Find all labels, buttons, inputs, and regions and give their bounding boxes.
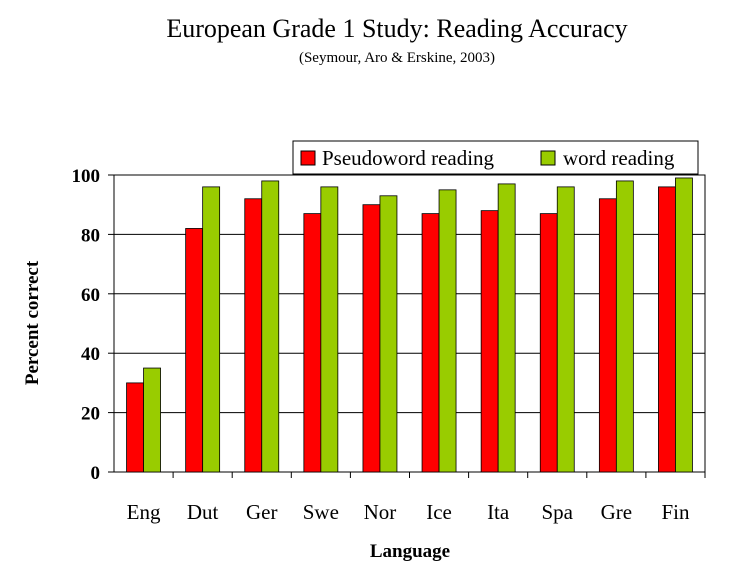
x-category-label: Ita <box>487 500 510 524</box>
bar-word-gre <box>615 180 634 473</box>
x-axis-categories: Eng Dut Ger Swe Nor Ice Ita Spa Gre Fin <box>127 472 706 524</box>
y-tick-label: 60 <box>81 285 100 306</box>
x-category-label: Fin <box>661 500 690 524</box>
x-category-label: Nor <box>364 500 397 524</box>
legend-label-pseudoword: Pseudoword reading <box>322 146 495 170</box>
bar-pseudoword-fin <box>658 186 676 473</box>
legend-label-word: word reading <box>563 146 675 170</box>
bar-word-ita <box>497 183 516 473</box>
bar-word-nor <box>379 195 398 473</box>
y-tick-label: 80 <box>81 225 100 246</box>
y-tick-label: 100 <box>72 166 101 187</box>
bar-word-spa <box>556 186 575 473</box>
legend-swatch-pseudoword <box>300 150 316 166</box>
bar-word-eng <box>143 367 161 473</box>
x-category-label: Eng <box>127 500 161 524</box>
bar-pseudoword-spa <box>539 213 558 473</box>
y-tick-label: 40 <box>81 344 100 365</box>
legend-swatch-word <box>540 150 556 166</box>
chart-subtitle: (Seymour, Aro & Erskine, 2003) <box>299 50 495 66</box>
legend: Pseudoword reading word reading <box>292 140 699 175</box>
y-axis-title: Percent correct <box>22 260 43 385</box>
bar-pseudoword-eng <box>126 382 144 473</box>
chart-title: European Grade 1 Study: Reading Accuracy <box>166 14 627 43</box>
x-category-label: Dut <box>187 500 219 524</box>
y-tick-label: 0 <box>91 463 101 484</box>
x-category-label: Ice <box>426 500 452 524</box>
bar-word-ger <box>261 180 280 473</box>
x-category-label: Ger <box>246 500 277 524</box>
bar-pseudoword-ita <box>480 210 499 473</box>
x-axis-title: Language <box>370 541 450 562</box>
y-axis-ticks: 0 20 40 60 80 100 <box>72 166 114 484</box>
legend-box <box>292 140 699 175</box>
bar-pseudoword-dut <box>185 228 204 473</box>
bar-pseudoword-ice <box>421 213 440 473</box>
bar-word-ice <box>438 189 457 473</box>
bar-pseudoword-nor <box>362 204 381 473</box>
bar-word-fin <box>675 177 693 473</box>
x-category-label: Swe <box>303 500 339 524</box>
bar-word-swe <box>320 186 339 473</box>
bars <box>126 177 693 473</box>
bar-pseudoword-swe <box>303 213 322 473</box>
bar-word-dut <box>202 186 221 473</box>
x-category-label: Gre <box>601 500 632 524</box>
bar-pseudoword-ger <box>244 198 263 473</box>
bar-pseudoword-gre <box>598 198 617 473</box>
y-tick-label: 20 <box>81 404 100 425</box>
x-category-label: Spa <box>542 500 574 524</box>
